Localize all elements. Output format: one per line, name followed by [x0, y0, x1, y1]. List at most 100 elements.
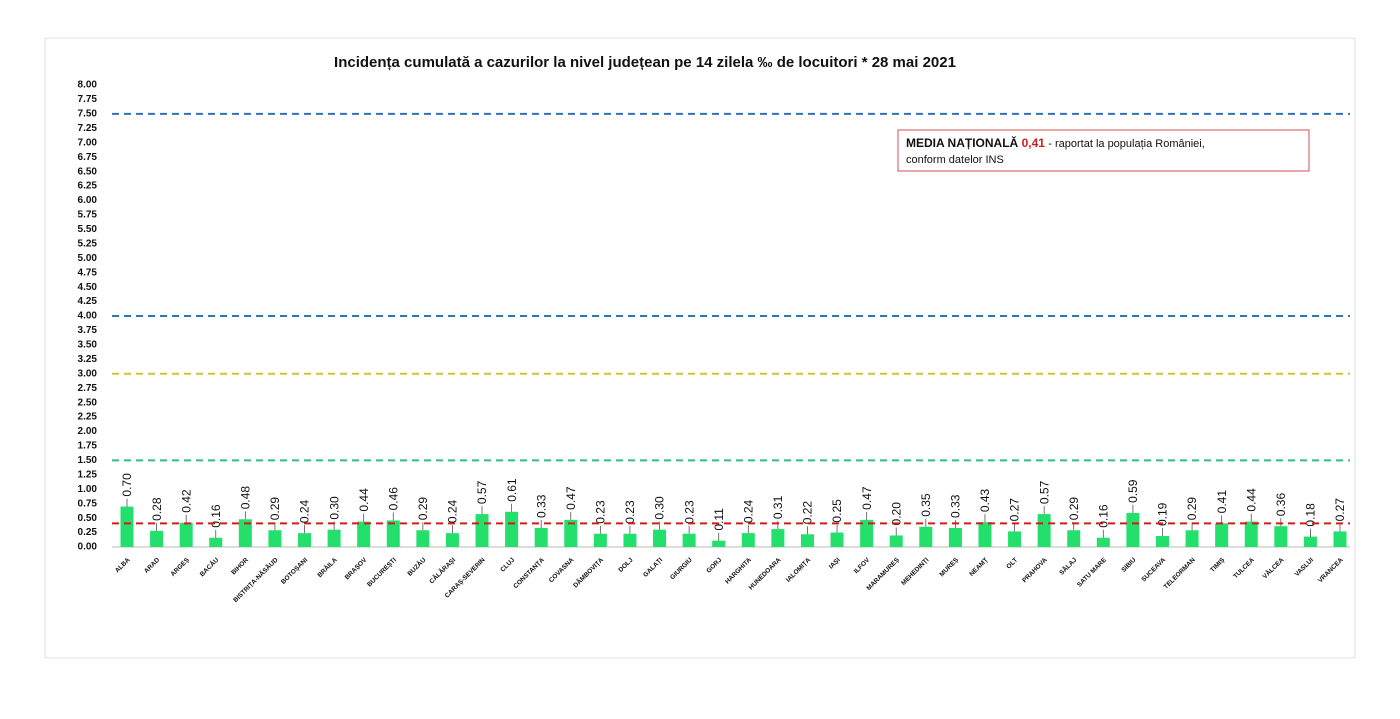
y-tick-label: 4.75: [78, 267, 98, 278]
bar: [653, 529, 667, 547]
value-label: 0.57: [475, 480, 489, 504]
bar: [860, 519, 874, 547]
bar: [1155, 536, 1169, 547]
bar: [238, 519, 252, 547]
value-label: 0.11: [712, 508, 726, 531]
x-tick-label: BRAȘOV: [344, 556, 369, 581]
value-label: 0.30: [653, 496, 667, 520]
bar: [564, 519, 578, 547]
bar: [1096, 537, 1110, 547]
bar: [712, 540, 726, 547]
value-label: 0.23: [623, 500, 637, 524]
y-tick-label: 1.50: [78, 455, 98, 466]
y-tick-label: 4.00: [78, 311, 98, 322]
value-label: 0.41: [1215, 490, 1229, 514]
y-tick-label: 0.00: [78, 542, 98, 553]
y-tick-label: 3.00: [78, 368, 98, 379]
frame: [44, 37, 1356, 659]
bar: [1185, 530, 1199, 547]
bar: [179, 522, 193, 547]
y-tick-label: 0.75: [78, 498, 98, 509]
bar: [1067, 530, 1081, 547]
x-tick-label: VRANCEA: [1317, 556, 1345, 584]
bar: [120, 506, 134, 547]
y-tick-label: 1.00: [78, 484, 98, 495]
value-label: 0.47: [860, 486, 874, 510]
bar: [1303, 536, 1317, 547]
y-tick-label: 6.50: [78, 166, 98, 177]
x-tick-label: BOTOȘANI: [280, 557, 309, 586]
bar: [534, 527, 548, 547]
bar: [416, 530, 430, 547]
bar: [593, 533, 607, 547]
value-label: 0.46: [386, 487, 400, 511]
y-tick-label: 1.25: [78, 469, 98, 480]
x-tick-label: ALBA: [114, 556, 132, 574]
chart-title: Incidența cumulată a cazurilor la nivel …: [334, 54, 956, 71]
bar: [919, 526, 933, 547]
y-tick-label: 4.25: [78, 296, 98, 307]
y-tick-label: 8.00: [78, 80, 98, 91]
annotation: MEDIA NAȚIONALĂ 0,41 - raportat la popul…: [906, 135, 1205, 150]
x-tick-label: BRĂILA: [315, 555, 339, 579]
annotation-title: MEDIA NAȚIONALĂ: [906, 135, 1019, 150]
x-tick-label: SUCEAVA: [1140, 556, 1167, 583]
x-tick-label: CĂLĂRAȘI: [427, 555, 457, 585]
x-tick-label: SATU MARE: [1076, 556, 1108, 588]
bar: [830, 532, 844, 547]
x-tick-label: SIBIU: [1120, 556, 1137, 573]
bar: [1215, 523, 1229, 547]
value-label: 0.29: [1185, 497, 1199, 521]
value-label: 0.29: [416, 497, 430, 521]
annotation-text: - raportat la populația României,: [1048, 138, 1205, 150]
y-tick-label: 5.00: [78, 253, 98, 264]
value-label: 0.61: [505, 478, 519, 502]
x-tick-label: TIMIȘ: [1209, 556, 1227, 574]
y-tick-label: 7.50: [78, 109, 98, 120]
value-label: 0.16: [1096, 504, 1110, 528]
x-tick-label: CLUJ: [499, 556, 516, 573]
value-label: 0.57: [1037, 480, 1051, 504]
value-label: 0.16: [209, 504, 223, 528]
x-tick-label: VASLUI: [1294, 557, 1316, 579]
bar: [475, 514, 489, 547]
x-tick-label: HUNEDOARA: [748, 556, 783, 591]
y-tick-label: 5.50: [78, 224, 98, 235]
value-label: 0.70: [120, 473, 134, 497]
x-tick-label: IALOMIȚA: [785, 556, 812, 583]
value-label: 0.18: [1304, 503, 1318, 527]
value-label: 0.22: [801, 501, 815, 525]
y-tick-label: 7.00: [78, 137, 98, 148]
x-tick-label: PRAHOVA: [1021, 556, 1049, 584]
value-label: 0.19: [1156, 502, 1170, 526]
value-label: 0.29: [1067, 497, 1081, 521]
bar: [445, 533, 459, 547]
annotation-box: [897, 129, 1310, 172]
y-tick-label: 3.50: [78, 340, 98, 351]
x-tick-label: GORJ: [705, 556, 723, 574]
y-tick-label: 2.00: [78, 426, 98, 437]
y-tick-label: 0.25: [78, 527, 98, 538]
annotation-text: conform datelor INS: [906, 154, 1004, 166]
bar: [1008, 531, 1022, 547]
bar: [741, 533, 755, 547]
y-tick-label: 2.25: [78, 412, 98, 423]
value-label: 0.33: [949, 494, 963, 518]
bar: [682, 533, 696, 547]
bar: [268, 530, 282, 547]
x-tick-label: BUZĂU: [405, 555, 428, 578]
bar: [386, 520, 400, 547]
y-tick-label: 5.75: [78, 210, 98, 221]
value-label: 0.29: [268, 497, 282, 521]
x-tick-label: GALAȚI: [642, 557, 664, 579]
y-tick-label: 6.75: [78, 152, 98, 163]
annotation-value: 0,41: [1022, 136, 1046, 150]
bar: [1037, 514, 1051, 547]
value-label: 0.24: [446, 499, 460, 523]
y-tick-label: 2.75: [78, 383, 98, 394]
value-label: 0.42: [179, 489, 193, 513]
x-tick-label: OLT: [1005, 557, 1019, 571]
value-label: 0.59: [1126, 479, 1140, 503]
value-label: 0.24: [298, 499, 312, 523]
value-label: 0.48: [239, 486, 253, 510]
